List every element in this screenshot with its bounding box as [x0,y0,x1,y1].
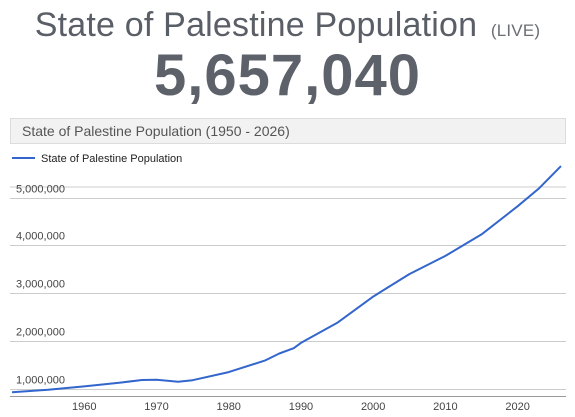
x-tick-label: 2020 [505,401,529,413]
chart-title-bar: State of Palestine Population (1950 - 20… [10,118,566,144]
live-tag: (LIVE) [490,21,541,40]
x-tick-label: 1960 [72,401,96,413]
x-tick-label: 1990 [289,401,313,413]
x-tick-label: 2000 [361,401,385,413]
page-title: State of Palestine Population (LIVE) [0,6,575,45]
population-series-line [11,165,562,394]
population-counter: 5,657,040 [153,43,422,108]
x-tick-label: 1970 [144,401,168,413]
x-tick-label: 1980 [216,401,240,413]
population-chart: State of Palestine Population 1,000,000 2… [10,153,566,413]
y-tick-label: 2,000,000 [16,327,65,339]
legend-label: State of Palestine Population [41,153,182,165]
page-title-text: State of Palestine Population [34,6,478,44]
y-tick-label: 3,000,000 [16,279,65,291]
x-tick-label: 2010 [433,401,457,413]
chart-title: State of Palestine Population (1950 - 20… [22,123,290,139]
y-tick-label: 4,000,000 [16,231,65,243]
y-tick-label: 5,000,000 [16,184,65,196]
y-tick-label: 1,000,000 [16,375,65,387]
